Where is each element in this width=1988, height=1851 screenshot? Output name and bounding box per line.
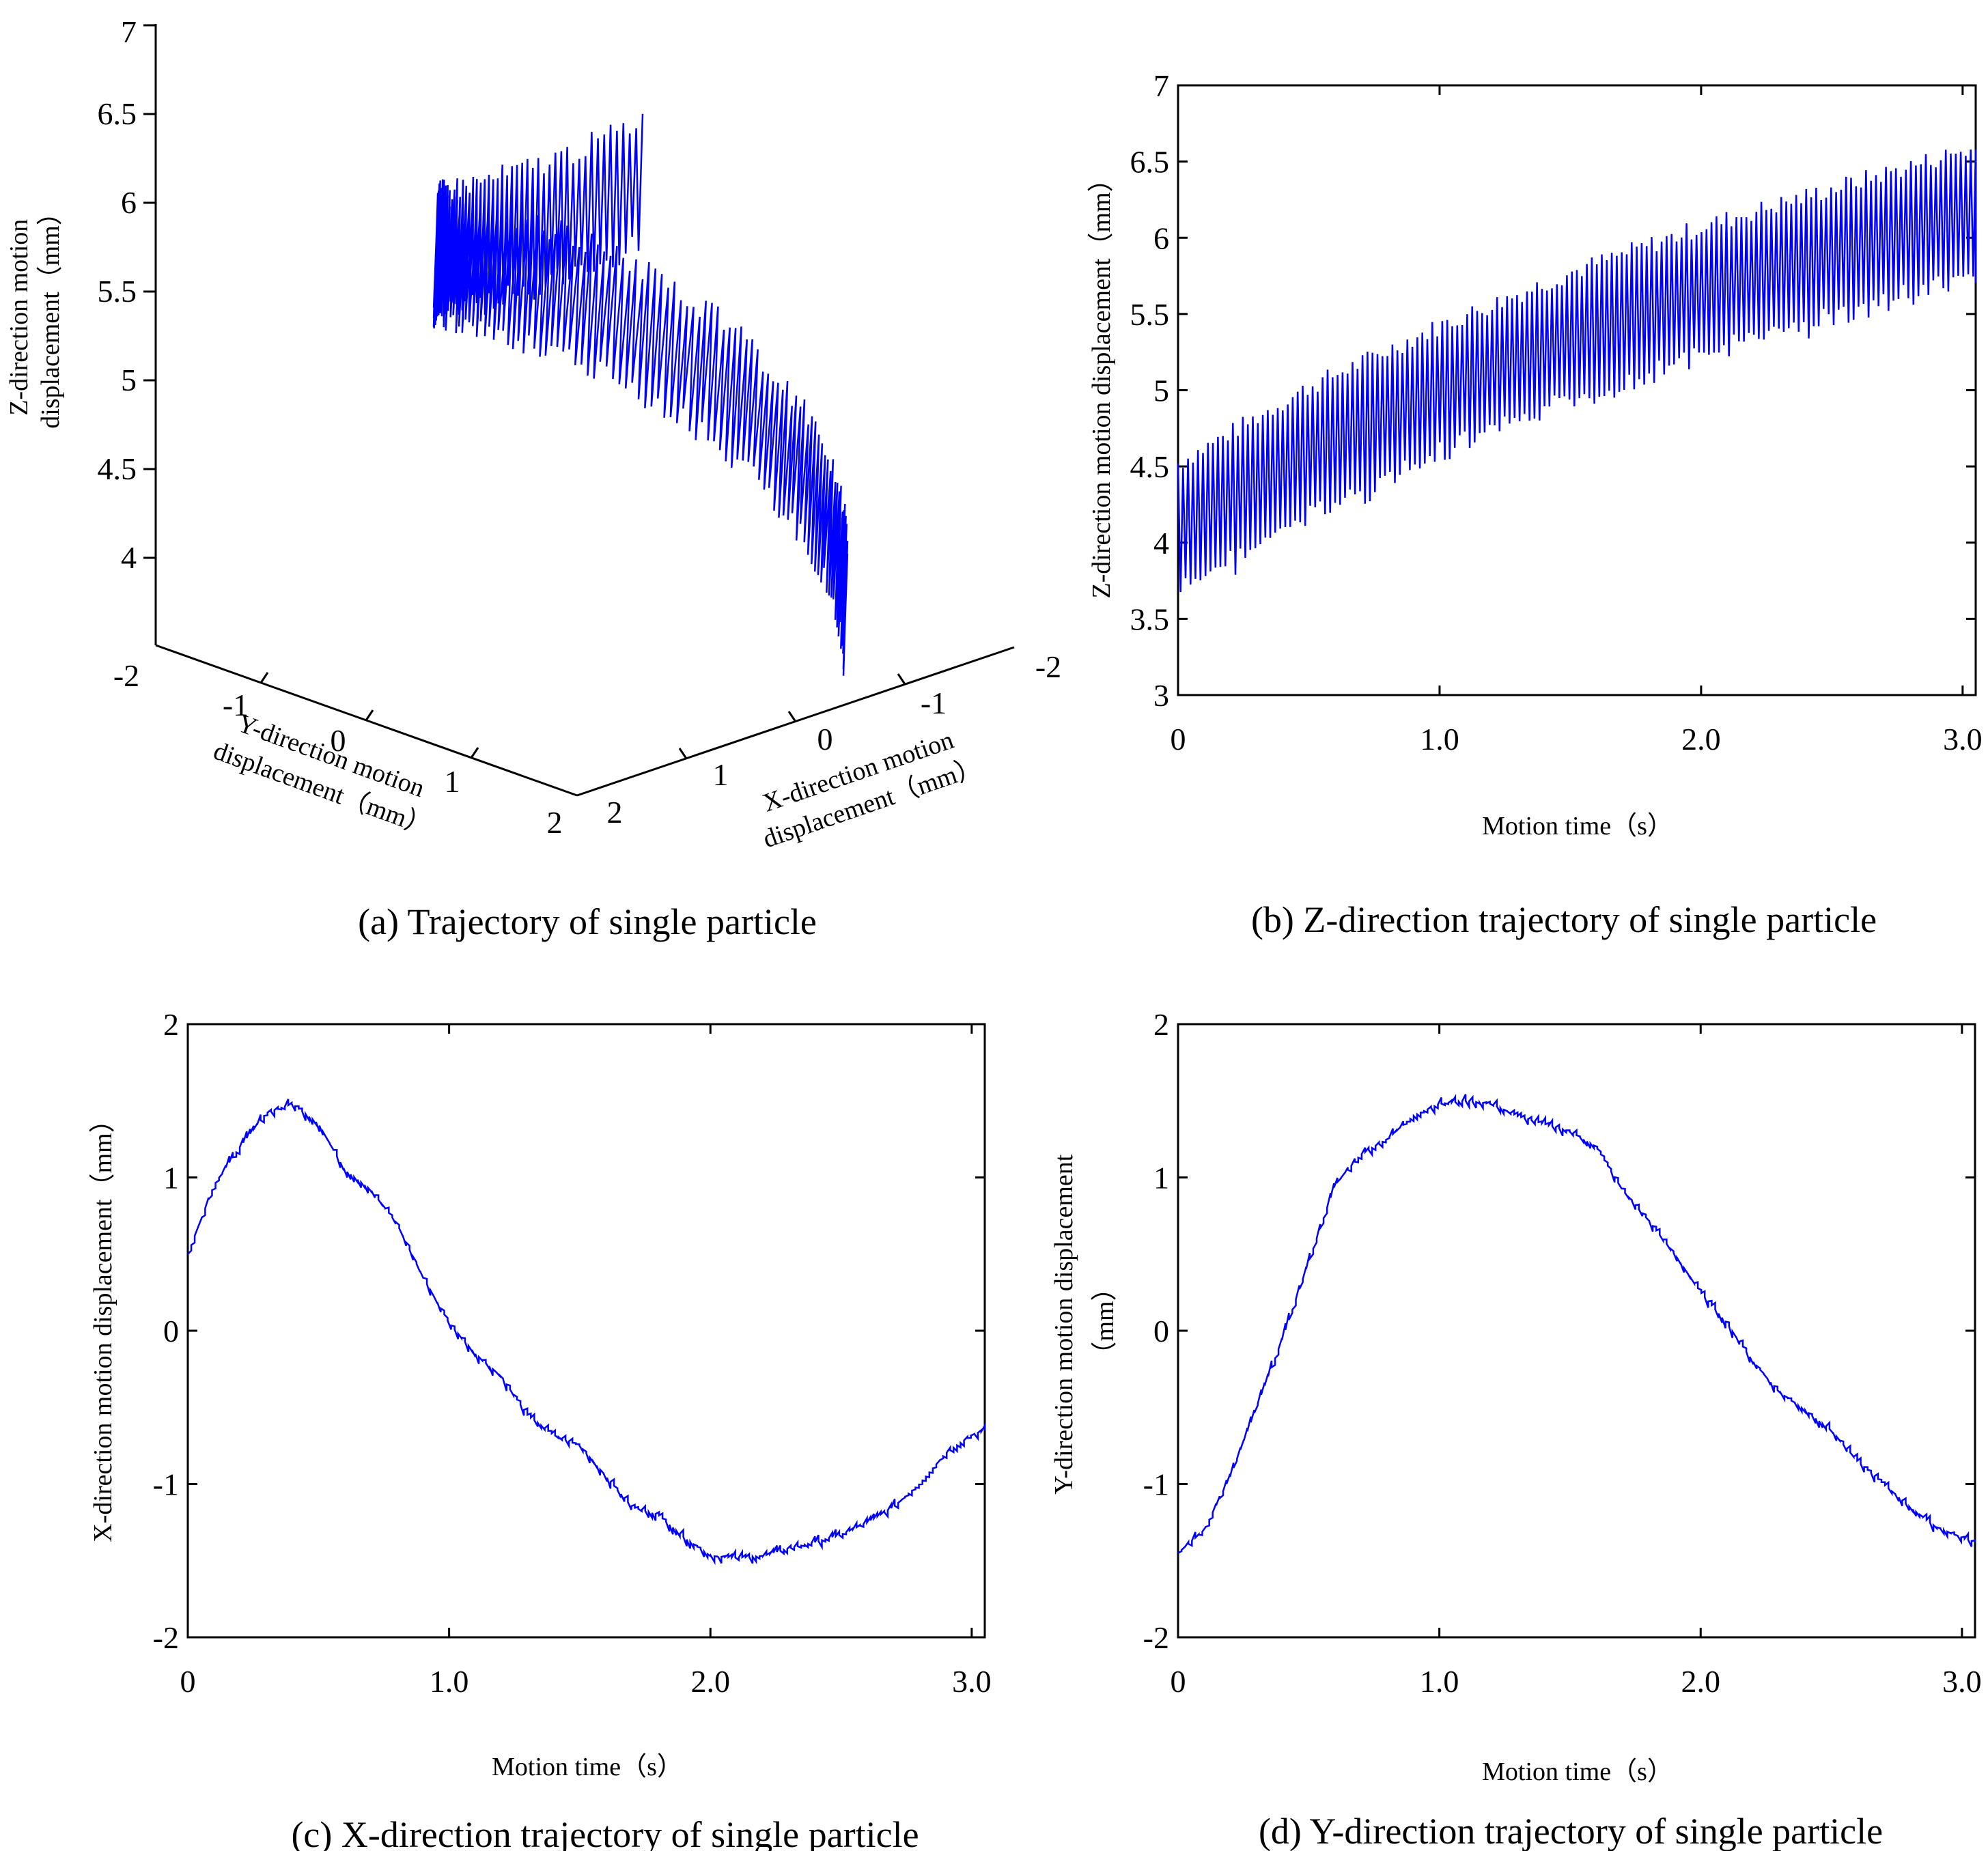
z-label-line2: displacement（mm） xyxy=(36,199,65,429)
y-ticklabel: 4.5 xyxy=(1130,449,1170,484)
y-ticklabel: -2 xyxy=(153,1620,179,1655)
x-ticklabel: 1.0 xyxy=(1420,722,1459,757)
x-ticklabel: 2.0 xyxy=(690,1664,730,1699)
panel-a-x-label: X-direction motion displacement（mm） xyxy=(748,720,985,853)
y-ticklabel: -2 xyxy=(1143,1620,1169,1655)
panel-a-3d-trajectory: 4 4.5 5 5.5 6 6.5 7 -2 -1 0 1 2 -2 -1 0 … xyxy=(5,14,1061,942)
z-ticklabel: 5.5 xyxy=(98,274,137,309)
y-ticklabel: 5.5 xyxy=(1130,297,1170,332)
helix-trajectory-line xyxy=(432,113,849,676)
panel-b-x-ticks: 0 1.0 2.0 3.0 xyxy=(1171,85,1983,757)
y-ticklabel: 3.5 xyxy=(1130,602,1170,636)
panel-b-y-label: Z-direction motion displacement（mm） xyxy=(1087,166,1116,598)
panel-a-caption: (a) Trajectory of single particle xyxy=(358,901,817,942)
x-ticklabel: 2.0 xyxy=(1681,1664,1720,1699)
y-ticklabel: 2 xyxy=(1153,1007,1169,1042)
y-ticklabel: 6 xyxy=(1153,221,1169,255)
panel-c-caption: (c) X-direction trajectory of single par… xyxy=(291,1814,919,1851)
z-ticklabel: 6 xyxy=(121,185,137,220)
x-ticklabel: 3.0 xyxy=(1942,1664,1982,1699)
panel-c-x-trajectory: 0 1.0 2.0 3.0 -2 -1 0 1 2 Motion time（s） X-dire… xyxy=(89,1007,992,1851)
y-ticklabel: 0 xyxy=(331,723,346,758)
y-tick-mark xyxy=(365,709,374,721)
panel-d-y-label: Y-direction motion displacement （mm） xyxy=(1050,1148,1119,1495)
panel-a-x-ticklabels: -2 -1 0 1 2 xyxy=(607,649,1062,830)
y-ticklabel: 0 xyxy=(163,1314,179,1348)
y-ticklabel: 2 xyxy=(547,805,563,840)
y-ticklabel: 6.5 xyxy=(1130,145,1170,180)
x-ticklabel: 1.0 xyxy=(430,1664,469,1699)
panel-b-x-label: Motion time（s） xyxy=(1482,812,1673,840)
z-ticklabel: 5 xyxy=(121,363,137,397)
panel-d-y-trajectory: 0 1.0 2.0 3.0 -2 -1 0 1 2 Motion time（s） Y-dire… xyxy=(1050,1007,1982,1851)
panel-a-y-ticklabels: -2 -1 0 1 2 xyxy=(113,658,563,840)
y-tick-mark xyxy=(260,672,269,683)
y-ticklabel: 1 xyxy=(1153,1161,1169,1196)
y-ticklabel: -1 xyxy=(153,1467,179,1502)
x-ticklabel: 0 xyxy=(1171,722,1186,757)
panel-c-y-label: X-direction motion displacement（mm） xyxy=(89,1107,117,1542)
panel-b-y-ticks: 3 3.5 4 4.5 5 5.5 6 6.5 7 xyxy=(1130,68,1976,713)
z-displacement-line xyxy=(1177,149,1977,593)
x-ticklabel: 0 xyxy=(180,1664,196,1699)
d-y-label-line2: （mm） xyxy=(1091,1275,1119,1367)
y-ticklabel: -1 xyxy=(1143,1467,1169,1502)
y-ticklabel: 2 xyxy=(163,1007,179,1042)
x-ticklabel: 0 xyxy=(817,722,833,757)
panel-d-y-ticks: -2 -1 0 1 2 xyxy=(1143,1007,1975,1655)
panel-b-z-trajectory: 0 1.0 2.0 3.0 3 3.5 4 4.5 5 5.5 6 6.5 7 Motion time… xyxy=(1087,68,1983,940)
z-label-line1: Z-direction motion xyxy=(5,219,33,416)
y-ticklabel: 7 xyxy=(1153,68,1169,103)
panel-a-z-label: Z-direction motion displacement（mm） xyxy=(5,199,65,429)
x-ticklabel: 2.0 xyxy=(1681,722,1721,757)
panel-a-y-label: Y-direction motion displacement（mm） xyxy=(210,705,447,842)
y-ticklabel: 5 xyxy=(1153,373,1169,408)
z-ticklabel: 4.5 xyxy=(98,451,137,486)
panel-c-y-ticks: -2 -1 0 1 2 xyxy=(153,1007,985,1655)
y-tick-mark xyxy=(470,747,479,759)
x-tick-mark xyxy=(897,673,906,685)
y-ticklabel: 1 xyxy=(445,764,460,799)
y-ticklabel: -1 xyxy=(223,688,249,722)
z-ticklabel: 4 xyxy=(121,540,137,575)
panel-d-plot-frame xyxy=(1177,1023,1976,1639)
x-ticklabel: 3.0 xyxy=(952,1664,992,1699)
x-displacement-line xyxy=(187,1099,986,1566)
y-ticklabel: 0 xyxy=(1153,1314,1169,1348)
y-ticklabel: 3 xyxy=(1153,678,1169,713)
panel-b-caption: (b) Z-direction trajectory of single par… xyxy=(1251,899,1877,940)
y-ticklabel: -2 xyxy=(113,658,139,693)
panel-d-caption: (d) Y-direction trajectory of single par… xyxy=(1259,1811,1883,1851)
panel-c-x-ticks: 0 1.0 2.0 3.0 xyxy=(180,1024,992,1699)
y-ticklabel: 1 xyxy=(163,1161,179,1196)
y-displacement-line xyxy=(1177,1094,1976,1554)
z-ticklabel: 6.5 xyxy=(98,96,137,131)
z-ticklabel: 7 xyxy=(121,14,137,49)
x-ticklabel: -2 xyxy=(1035,649,1061,684)
panel-b-plot-frame xyxy=(1177,84,1977,696)
panel-c-x-label: Motion time（s） xyxy=(492,1753,683,1781)
x-ticklabel: -1 xyxy=(921,686,947,720)
x-ticklabel: 0 xyxy=(1171,1664,1186,1699)
x-ticklabel: 1.0 xyxy=(1420,1664,1459,1699)
x-ticklabel: 1 xyxy=(713,757,729,792)
x-ticklabel: 2 xyxy=(607,795,623,830)
x-tick-mark xyxy=(678,748,688,759)
panel-d-x-ticks: 0 1.0 2.0 3.0 xyxy=(1171,1024,1982,1699)
d-y-label-line1: Y-direction motion displacement xyxy=(1050,1154,1078,1495)
panel-a-z-ticklabels: 4 4.5 5 5.5 6 6.5 7 xyxy=(98,14,137,575)
x-tick-mark xyxy=(787,711,797,722)
panel-d-x-label: Motion time（s） xyxy=(1482,1757,1673,1786)
panel-a-axes xyxy=(143,24,1015,797)
x-ticklabel: 3.0 xyxy=(1943,722,1983,757)
y-ticklabel: 4 xyxy=(1153,526,1169,561)
